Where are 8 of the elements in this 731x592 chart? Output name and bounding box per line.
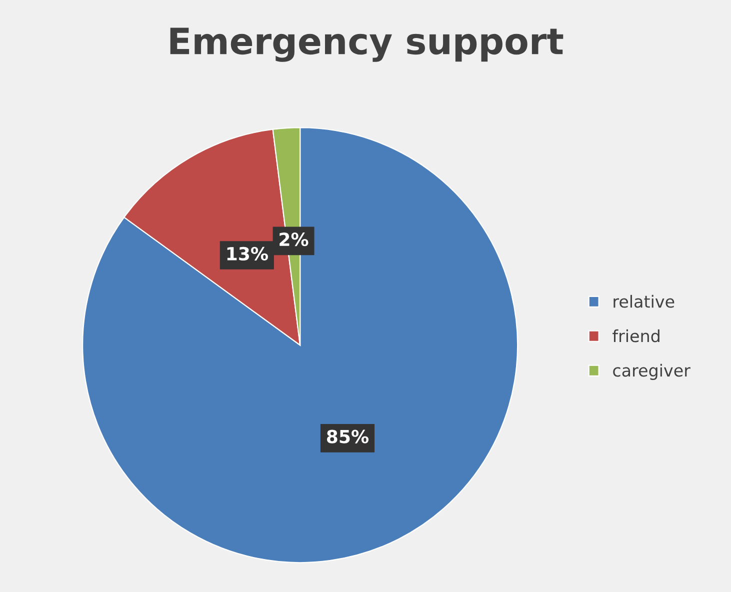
legend-label: friend — [612, 329, 660, 342]
chart-title: Emergency support — [170, 28, 564, 62]
data-label: 85% — [326, 430, 369, 444]
data-label: 13% — [227, 246, 268, 261]
pie-slice — [82, 127, 518, 564]
legend-label: caregiver — [613, 364, 690, 380]
data-label: 2% — [280, 232, 308, 246]
legend-label: relative — [614, 294, 674, 308]
